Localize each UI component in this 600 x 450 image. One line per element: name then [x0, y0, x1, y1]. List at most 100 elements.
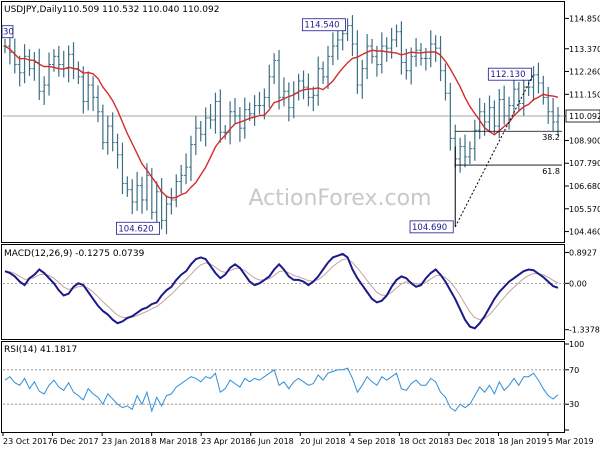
left-edge-label: 30: [3, 28, 14, 38]
price-bar: [277, 49, 282, 110]
x-axis: 23 Oct 2017 6 Dec 2017 23 Jan 2018 8 Mar 20…: [2, 432, 594, 446]
price-bar: [365, 33, 370, 80]
price-bar: [174, 174, 179, 208]
price-bar: [448, 82, 453, 151]
x-tick-label: 23 Jan 2018: [102, 437, 150, 446]
price-bar: [115, 133, 120, 169]
price-bar: [492, 100, 497, 134]
price-bar: [22, 44, 27, 84]
price-bar: [511, 77, 516, 117]
price-bar: [267, 64, 272, 108]
price-bar: [311, 86, 316, 112]
price-bar: [384, 37, 389, 62]
annotation-label: 104.620: [118, 224, 153, 234]
price-bar: [184, 153, 189, 185]
fib-level-label: 61.8: [542, 167, 560, 176]
price-y-label: 110.092: [569, 112, 600, 121]
price-y-label: 108.900: [569, 136, 600, 145]
current-price-box: [565, 109, 600, 123]
price-bar: [541, 75, 546, 105]
price-bar: [164, 195, 169, 235]
price-bar: [105, 115, 110, 155]
annotation-box: [116, 221, 161, 235]
price-bar: [56, 45, 61, 77]
price-ohlc-header: 110.509 110.532 110.040 110.092: [62, 5, 219, 15]
macd-y-label: -1.3378: [569, 326, 600, 335]
price-bar: [198, 120, 203, 142]
price-bar: [120, 142, 125, 195]
price-panel-frame: [1, 1, 565, 243]
price-bar: [42, 76, 47, 105]
price-bar: [17, 55, 22, 87]
x-tick-label: 18 Jan 2019: [498, 437, 546, 446]
price-bar: [467, 141, 472, 165]
price-bar: [252, 95, 257, 126]
price-bar: [188, 135, 193, 181]
price-bar: [531, 65, 536, 101]
price-bar: [233, 97, 238, 125]
x-tick-label: 6 Dec 2017: [53, 437, 99, 446]
price-bar: [438, 36, 443, 82]
price-bar: [213, 92, 218, 134]
rsi-line: [4, 367, 559, 413]
macd-y-label: 0.8927: [569, 248, 597, 257]
price-bar: [169, 187, 174, 215]
price-bar: [125, 176, 130, 197]
price-y-label: 114.850: [569, 14, 600, 23]
price-bar: [91, 76, 96, 112]
price-bar: [218, 89, 223, 143]
price-y-label: 112.260: [569, 68, 600, 77]
price-bar: [370, 38, 375, 64]
price-bar: [389, 27, 394, 59]
price-bar: [502, 85, 507, 125]
price-bar: [443, 63, 448, 101]
price-bar: [154, 181, 159, 225]
fib-trendline: [454, 73, 534, 228]
x-tick-label: 6 Jun 2018: [251, 437, 294, 446]
macd-line: [4, 252, 559, 330]
price-bar: [66, 45, 71, 83]
price-annotations: 114.540 104.620 112.130 104.690 38.2 61.8 30: [1, 18, 562, 235]
price-bar: [433, 35, 438, 62]
price-bar: [399, 21, 404, 75]
x-tick-label: 23 Apr 2018: [201, 437, 250, 446]
price-bar: [135, 171, 140, 211]
macd-y-label: 0.00: [569, 279, 587, 288]
fib-level-label: 38.2: [542, 133, 560, 142]
price-bar: [237, 107, 242, 142]
price-bar: [521, 76, 526, 116]
price-bar: [428, 30, 433, 68]
price-bar: [193, 116, 198, 156]
price-bar: [86, 71, 91, 111]
rsi-y-label: 70: [569, 366, 579, 375]
price-bar: [345, 18, 350, 41]
price-bar: [325, 45, 330, 89]
price-bar: [487, 95, 492, 133]
price-bar: [409, 47, 414, 85]
price-bar: [321, 61, 326, 85]
annotation-label: 114.540: [304, 21, 339, 31]
x-tick-label: 5 Mar 2019: [548, 437, 594, 446]
price-bar: [477, 97, 482, 140]
price-bar: [203, 107, 208, 147]
x-tick-label: 18 Oct 2018: [399, 437, 448, 446]
price-bar: [95, 85, 100, 123]
x-tick-label: 4 Sep 2018: [350, 437, 396, 446]
macd-panel-frame: [1, 244, 565, 340]
price-bar: [130, 179, 135, 215]
macd-axis: 0.8927 0.00 -1.3378: [565, 248, 600, 335]
price-bar: [394, 24, 399, 48]
rsi-y-label: 30: [569, 400, 579, 409]
price-bar: [330, 32, 335, 66]
x-tick-label: 8 Mar 2018: [152, 437, 198, 446]
rsi-axis: 100 70 30: [565, 340, 584, 431]
price-bar: [306, 73, 311, 107]
x-tick-label: 23 Oct 2017: [3, 437, 52, 446]
price-bar: [179, 164, 184, 194]
price-bar: [208, 104, 213, 129]
price-bars: [3, 15, 560, 235]
x-tick-label: 3 Dec 2018: [449, 437, 495, 446]
annotation-label: 104.690: [412, 223, 447, 233]
rsi-panel-frame: [1, 341, 565, 433]
